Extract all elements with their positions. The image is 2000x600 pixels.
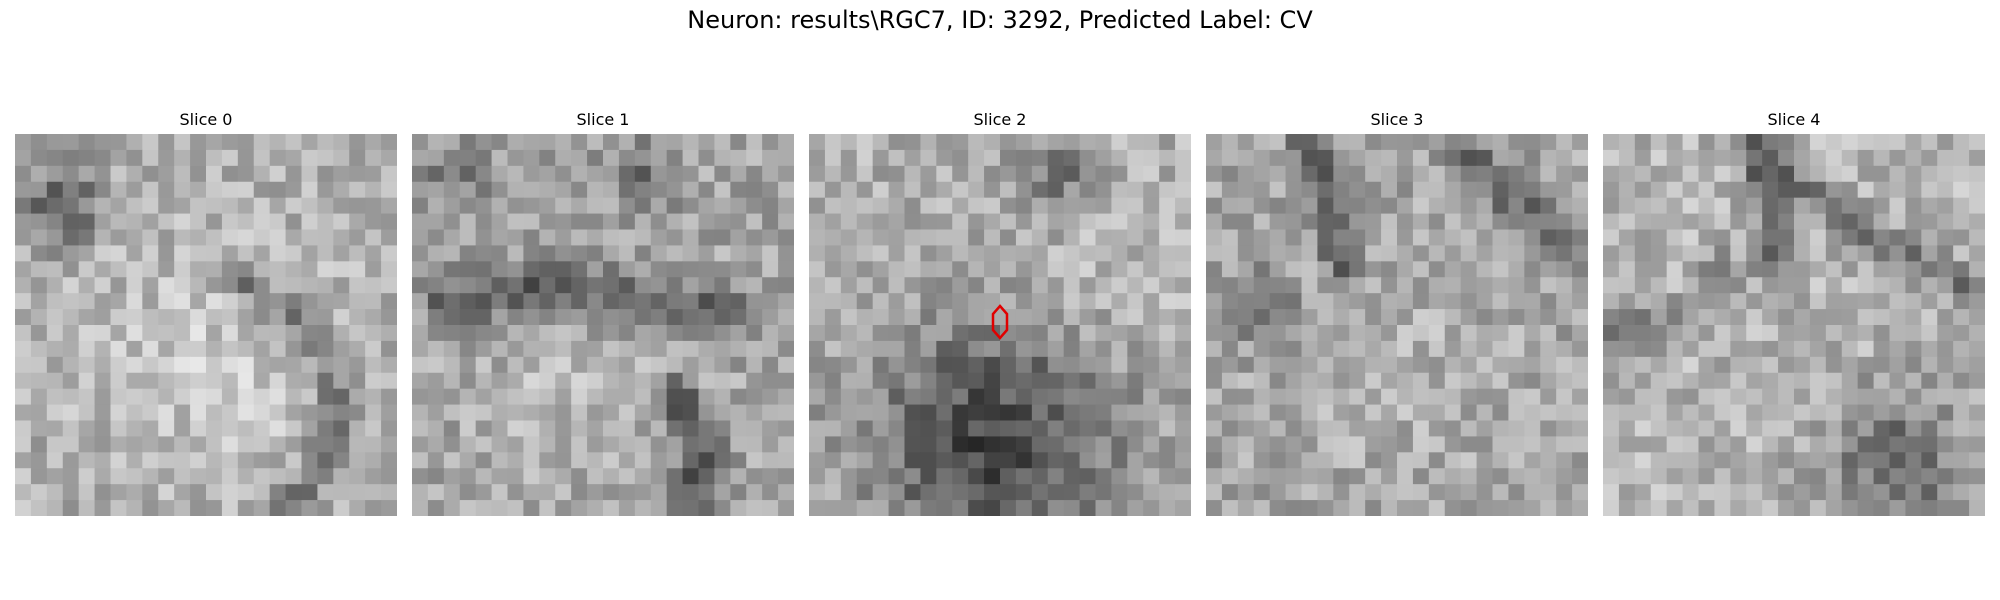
figure-title: Neuron: results\RGC7, ID: 3292, Predicte…	[687, 6, 1313, 34]
slice-title-1: Slice 1	[576, 110, 630, 129]
slice-title-3: Slice 3	[1370, 110, 1424, 129]
slice-title-2: Slice 2	[973, 110, 1027, 129]
slice-image-1	[412, 134, 794, 516]
slice-panel-1: Slice 1	[412, 108, 794, 516]
slice-panel-4: Slice 4	[1603, 108, 1985, 516]
detection-marker	[991, 304, 1009, 340]
slice-title-4: Slice 4	[1767, 110, 1821, 129]
slice-image-2	[809, 134, 1191, 516]
slice-image-0	[15, 134, 397, 516]
slice-panel-2: Slice 2	[809, 108, 1191, 516]
slice-title-0: Slice 0	[179, 110, 233, 129]
slice-panel-3: Slice 3	[1206, 108, 1588, 516]
slice-image-3	[1206, 134, 1588, 516]
slice-panel-0: Slice 0	[15, 108, 397, 516]
slice-image-4	[1603, 134, 1985, 516]
